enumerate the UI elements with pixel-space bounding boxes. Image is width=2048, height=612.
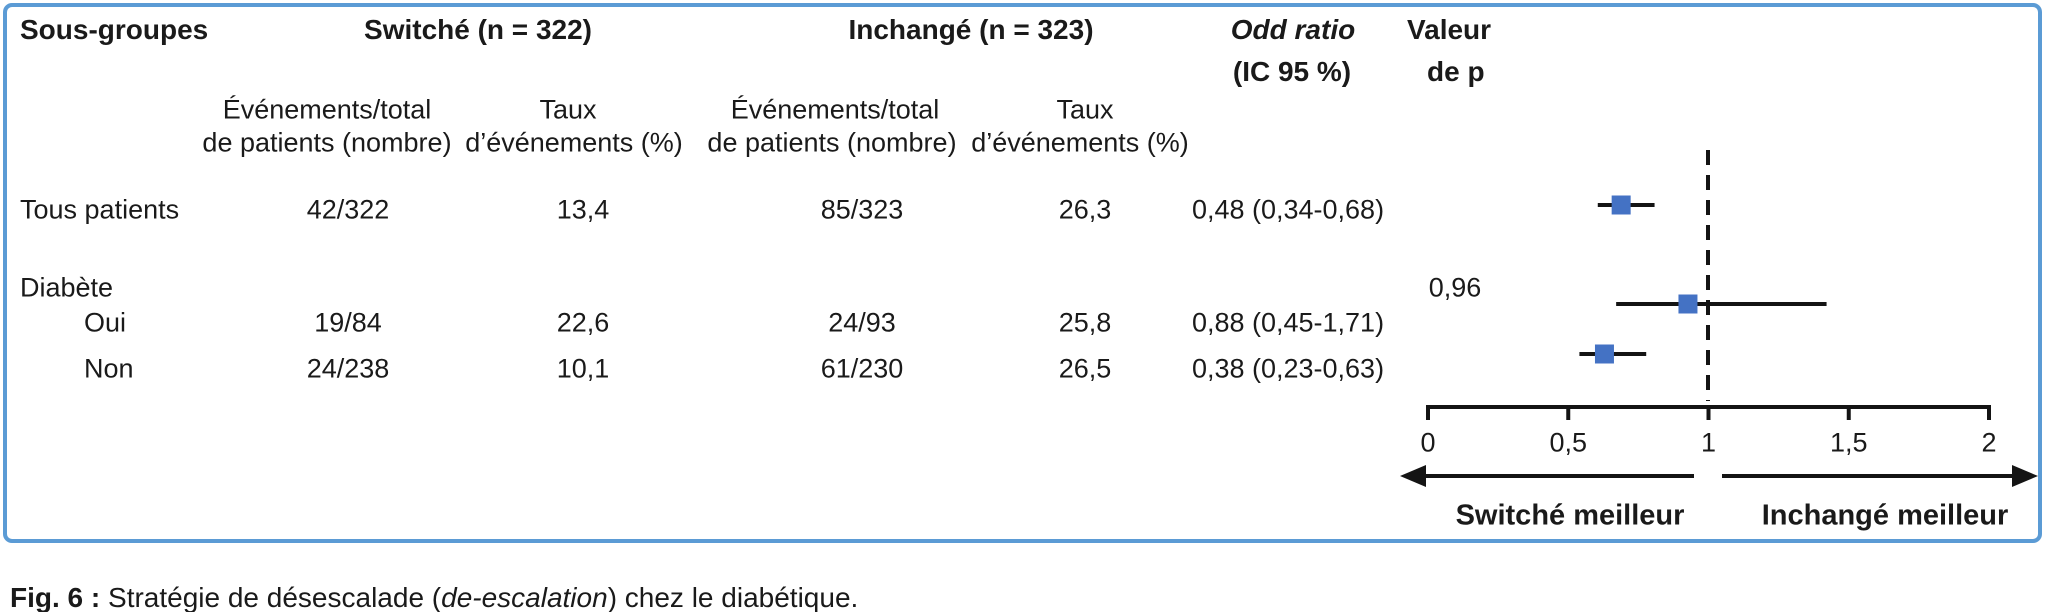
cell-rate-unchanged: 25,8 [1058,307,1112,338]
cell-events-switched: 19/84 [314,307,382,338]
cell-rate-unchanged: 26,5 [1058,353,1112,384]
col-header-pvalue-line2: de p [1427,56,1485,87]
axis-tick-label: 0 [1420,427,1436,458]
figure-caption: Fig. 6 : Stratégie de désescalade (de-es… [10,582,858,612]
subheader-events-switched-line2: de patients (nombre) [202,127,452,158]
col-header-ic95: (IC 95 %) [1232,56,1352,87]
axis-tick-label: 1 [1700,427,1717,458]
subheader-events-unchanged-line2: de patients (nombre) [707,127,957,158]
caption-text-after: ) chez le diabétique. [607,582,859,612]
col-header-subgroups: Sous-groupes [20,14,209,45]
col-header-pvalue-line1: Valeur [1407,14,1492,45]
row-label: Tous patients [20,194,180,225]
col-header-unchanged: Inchangé (n = 323) [848,14,1094,45]
row-label: Diabète [20,272,114,303]
or-marker-square [1611,195,1631,215]
cell-rate-switched: 13,4 [556,194,610,225]
subheader-events-switched-line1: Événements/total [222,94,432,125]
row-label: Oui [84,307,127,338]
cell-events-unchanged: 85/323 [820,194,904,225]
cell-events-unchanged: 61/230 [820,353,904,384]
direction-label-right: Inchangé meilleur [1761,499,2009,532]
cell-events-unchanged: 24/93 [828,307,896,338]
cell-rate-switched: 22,6 [556,307,610,338]
arrowhead-left [1400,465,1426,487]
col-header-switched: Switché (n = 322) [364,14,592,45]
caption-fig-label: Fig. 6 : [10,582,101,612]
cell-rate-switched: 10,1 [556,353,610,384]
cell-events-switched: 24/238 [306,353,390,384]
subheader-rate-unchanged-line2: d’événements (%) [971,127,1189,158]
figure-panel [3,3,2042,543]
axis-tick-label: 2 [1981,427,1997,458]
subheader-rate-switched-line2: d’événements (%) [465,127,683,158]
or-marker-square [1594,344,1614,364]
subheader-rate-unchanged-line1: Taux [1056,94,1114,125]
cell-odds-ratio-ci: 0,48 (0,34-0,68) [1191,194,1385,225]
cell-rate-unchanged: 26,3 [1058,194,1112,225]
arrowhead-right [2012,465,2038,487]
cell-events-switched: 42/322 [306,194,390,225]
axis-tick-label: 0,5 [1549,427,1588,458]
cell-odds-ratio-ci: 0,88 (0,45-1,71) [1191,307,1385,338]
row-label: Non [84,353,134,384]
cell-p-value: 0,96 [1428,272,1482,303]
col-header-odd-ratio: Odd ratio [1230,14,1356,45]
or-marker-square [1678,294,1698,314]
axis-tick-label: 1,5 [1829,427,1868,458]
caption-text-before: Stratégie de désescalade ( [100,582,442,612]
cell-odds-ratio-ci: 0,38 (0,23-0,63) [1191,353,1385,384]
direction-label-left: Switché meilleur [1455,499,1685,532]
caption-italic: de-escalation [441,582,608,612]
subheader-rate-switched-line1: Taux [539,94,597,125]
subheader-events-unchanged-line1: Événements/total [730,94,940,125]
